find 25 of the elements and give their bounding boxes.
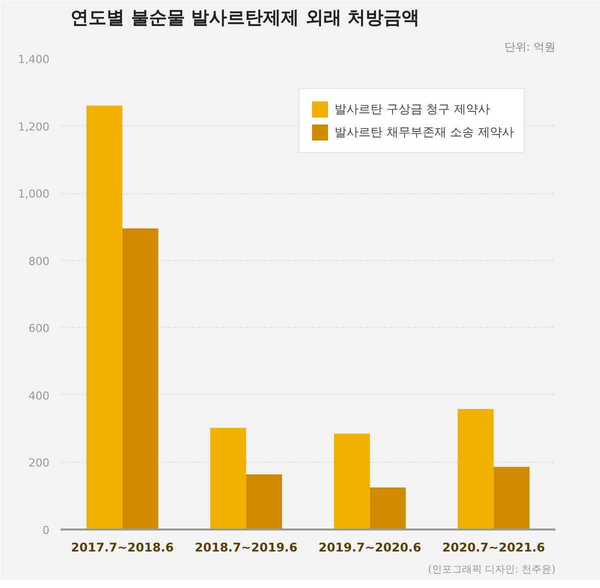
bar [458, 409, 494, 530]
y-tick-label: 1,000 [18, 188, 50, 201]
y-tick-label: 400 [28, 389, 50, 402]
bar [122, 228, 158, 530]
y-tick-label: 1,400 [18, 53, 50, 66]
text: (인포그래픽 디자인: 천주윤) [428, 564, 556, 576]
x-tick-label: 2017.7~2018.6 [71, 540, 174, 554]
bar [246, 474, 282, 530]
y-tick-label: 0 [42, 524, 50, 537]
bar [210, 428, 246, 530]
bar [370, 487, 406, 530]
bar [86, 106, 122, 530]
y-tick-label: 600 [28, 322, 50, 336]
chart-subtitle: 단위: 억원 [504, 40, 556, 54]
legend-label: 발사르탄 채무부존재 소송 제약사 [334, 124, 514, 140]
y-tick-label: 200 [28, 456, 50, 470]
x-tick-label: 2018.7~2019.6 [194, 540, 298, 554]
bar [334, 434, 370, 530]
legend-label: 발사르탄 구상금 청구 제약사 [334, 100, 490, 118]
y-tick-label: 1,200 [18, 120, 50, 134]
chart-title: 연도별 불순물 발사르탄제제 외래 처방금액 [70, 8, 420, 28]
x-tick-label: 2020.7~2021.6 [442, 540, 545, 554]
bar [494, 466, 530, 530]
y-tick-label: 800 [28, 254, 50, 268]
x-tick-label: 2019.7~2020.6 [318, 540, 422, 554]
